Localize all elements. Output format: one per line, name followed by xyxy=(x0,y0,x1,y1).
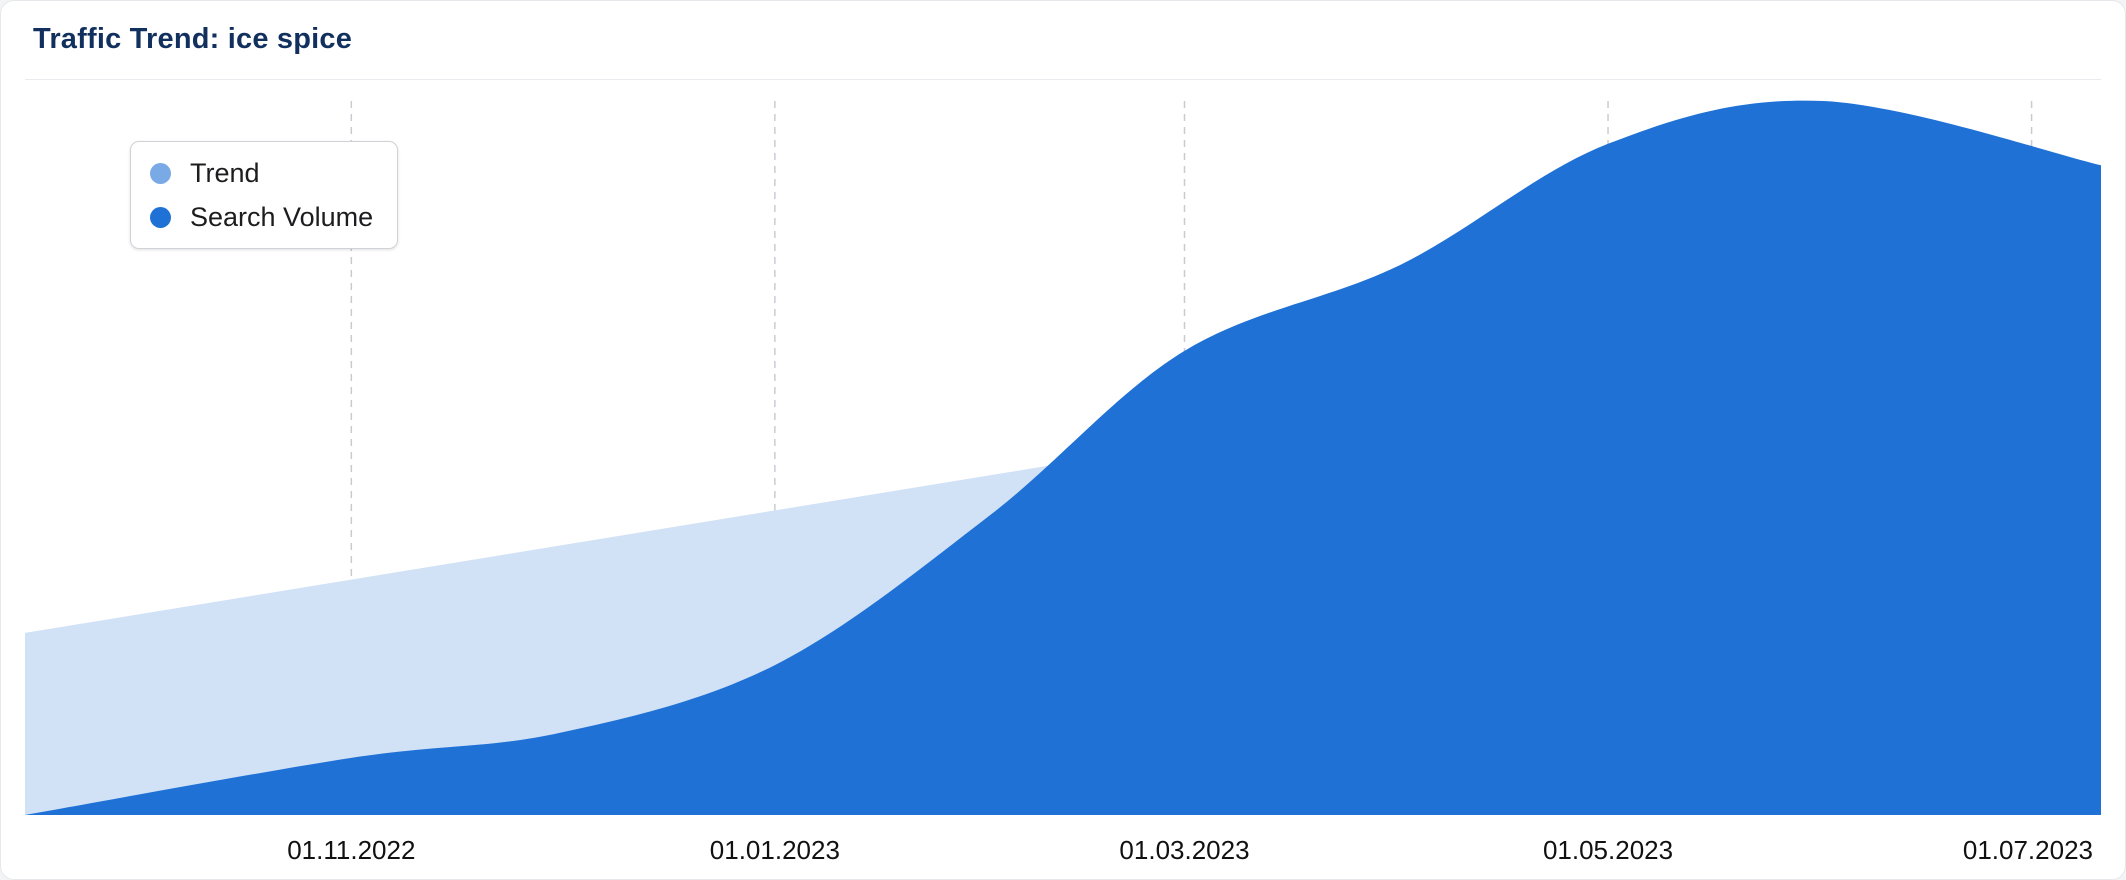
x-tick-label-1: 01.01.2023 xyxy=(710,835,840,865)
card-header xyxy=(25,1,2101,80)
legend-item-search-volume[interactable]: Search Volume xyxy=(150,202,373,232)
legend-dot-search-volume xyxy=(150,206,171,228)
chart-areas xyxy=(25,100,2101,815)
legend-label-search-volume: Search Volume xyxy=(190,201,374,232)
x-tick-label-4: 01.07.2023 xyxy=(1963,835,2093,865)
legend-item-trend[interactable]: Trend xyxy=(150,158,260,188)
legend-dot-trend xyxy=(150,162,171,184)
x-axis-ticks: 01.11.2022 01.01.2023 01.03.2023 01.05.2023… xyxy=(287,835,2093,865)
chart-legend xyxy=(130,141,398,249)
x-tick-label-0: 01.11.2022 xyxy=(287,835,415,865)
x-tick-label-2: 01.03.2023 xyxy=(1119,835,1249,865)
x-tick-label-3: 01.05.2023 xyxy=(1543,835,1673,865)
legend-label-trend: Trend xyxy=(190,157,260,188)
series-area-search-volume[interactable] xyxy=(25,100,2101,815)
card-title: Traffic Trend: ice spice xyxy=(33,23,353,55)
